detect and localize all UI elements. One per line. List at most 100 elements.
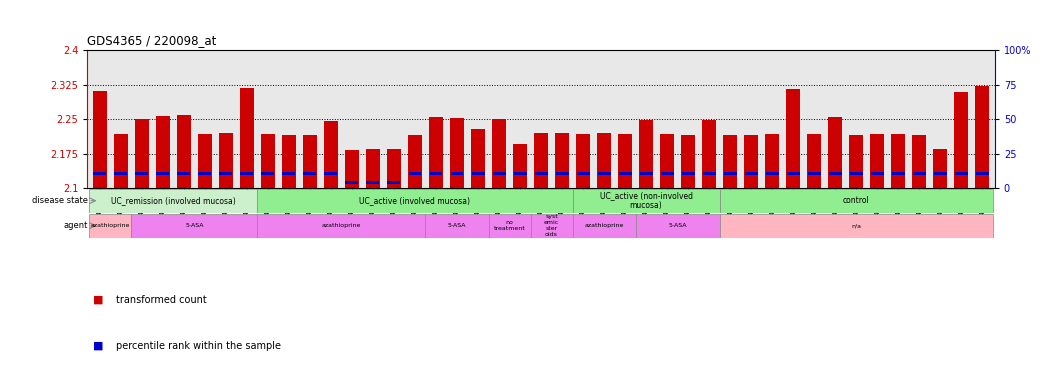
Bar [577,172,589,175]
Bar [850,172,863,175]
Bar [912,135,926,188]
Bar [89,189,257,213]
Bar [786,89,800,188]
Text: GDS4365 / 220098_at: GDS4365 / 220098_at [87,34,217,47]
Bar [135,172,148,175]
Bar [829,117,842,188]
Bar [702,120,716,188]
Text: ■: ■ [93,295,103,305]
Text: UC_active (involved mucosa): UC_active (involved mucosa) [360,196,470,205]
Bar [219,172,232,175]
Bar [786,172,800,175]
Bar [724,172,736,175]
Bar [514,172,527,175]
Bar [513,144,527,188]
Text: ■: ■ [93,341,103,351]
Bar [745,135,758,188]
Bar [282,135,296,188]
Bar [346,181,359,184]
Bar [808,134,821,188]
Bar [135,119,149,188]
Bar [597,133,611,188]
Bar [534,133,548,188]
Bar [913,172,926,175]
Bar [555,172,568,175]
Bar [618,172,632,175]
Bar [639,172,652,175]
Bar [426,214,488,238]
Bar [257,189,572,213]
Bar [450,172,464,175]
Bar [933,149,947,188]
Bar [661,134,674,188]
Bar [808,172,820,175]
Bar [450,118,464,188]
Bar [156,172,169,175]
Bar [387,149,401,188]
Text: azathioprine: azathioprine [321,223,361,228]
Text: no
treatment: no treatment [494,220,526,231]
Bar [94,172,106,175]
Bar [618,134,632,188]
Bar [531,214,572,238]
Bar [724,135,737,188]
Bar [198,172,212,175]
Bar [198,134,212,188]
Bar [262,172,275,175]
Bar [240,172,253,175]
Bar [745,172,758,175]
Bar [766,172,779,175]
Bar [976,86,990,188]
Bar [156,116,170,188]
Bar [387,181,400,184]
Text: UC_active (non-involved
mucosa): UC_active (non-involved mucosa) [600,191,693,210]
Bar [409,135,421,188]
Bar [471,129,485,188]
Bar [849,135,863,188]
Bar [534,172,548,175]
Bar [303,172,316,175]
Text: percentile rank within the sample: percentile rank within the sample [116,341,281,351]
Bar [131,214,257,238]
Bar [829,172,842,175]
Bar [240,88,253,188]
Text: azathioprine: azathioprine [90,223,130,228]
Bar [719,189,993,213]
Bar [870,134,884,188]
Bar [114,172,128,175]
Bar [892,134,905,188]
Text: n/a: n/a [851,223,861,228]
Bar [257,214,426,238]
Bar [572,189,719,213]
Bar [661,172,674,175]
Bar [471,172,484,175]
Bar [366,149,380,188]
Bar [430,172,443,175]
Bar [177,116,190,188]
Bar [681,135,695,188]
Text: UC_remission (involved mucosa): UC_remission (involved mucosa) [111,196,236,205]
Bar [572,214,635,238]
Bar [93,91,106,188]
Bar [870,172,884,175]
Bar [892,172,904,175]
Bar [366,181,380,184]
Bar [219,133,233,188]
Bar [493,119,505,188]
Text: disease state: disease state [32,196,87,205]
Text: 5-ASA: 5-ASA [185,223,203,228]
Bar [598,172,611,175]
Bar [682,172,695,175]
Bar [577,134,589,188]
Bar [325,172,337,175]
Bar [719,214,993,238]
Bar [429,117,443,188]
Bar [303,135,317,188]
Text: control: control [843,196,869,205]
Bar [282,172,296,175]
Bar [555,133,569,188]
Bar [976,172,988,175]
Bar [345,150,359,188]
Bar [114,134,128,188]
Bar [765,134,779,188]
